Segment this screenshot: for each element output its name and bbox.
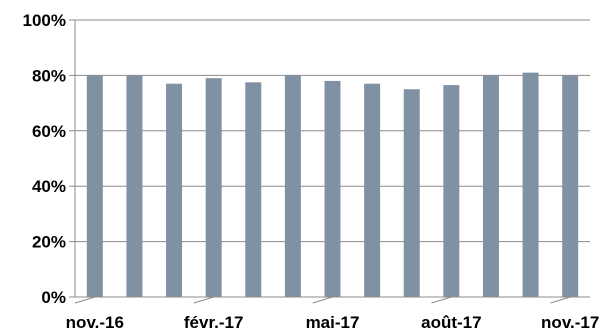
y-tick-label: 20% <box>32 233 66 252</box>
y-tick-label: 100% <box>23 11 66 30</box>
y-axis-tick-labels: 0% 20% 40% 60% 80% 100% <box>23 11 66 307</box>
bar <box>403 89 420 297</box>
x-tick-label: nov.-16 <box>66 313 124 332</box>
bar <box>205 78 222 297</box>
bar <box>522 72 539 297</box>
bar <box>443 85 460 297</box>
x-tick-mark <box>193 296 214 304</box>
bar <box>364 83 381 298</box>
x-tick-label: nov.-17 <box>541 313 599 332</box>
bar <box>284 75 301 298</box>
x-tick-label: févr.-17 <box>184 313 244 332</box>
x-axis-tick-labels: nov.-16 févr.-17 mai-17 août-17 nov.-17 <box>66 313 600 332</box>
axes <box>69 19 590 304</box>
x-tick-label: mai-17 <box>306 313 360 332</box>
bar <box>324 80 341 297</box>
bar <box>245 82 262 297</box>
x-tick-mark <box>74 296 95 304</box>
x-tick-mark <box>550 296 571 304</box>
y-tick-label: 60% <box>32 122 66 141</box>
bar <box>166 83 183 298</box>
x-tick-label: août-17 <box>421 313 481 332</box>
y-tick-label: 0% <box>41 288 66 307</box>
bar <box>86 75 103 298</box>
y-tick-label: 80% <box>32 66 66 85</box>
x-tick-mark <box>431 296 452 304</box>
x-tick-mark <box>312 296 333 304</box>
bars <box>86 72 579 298</box>
bar <box>126 75 143 298</box>
bar <box>562 75 579 298</box>
y-tick-label: 40% <box>32 177 66 196</box>
bar <box>482 75 499 298</box>
